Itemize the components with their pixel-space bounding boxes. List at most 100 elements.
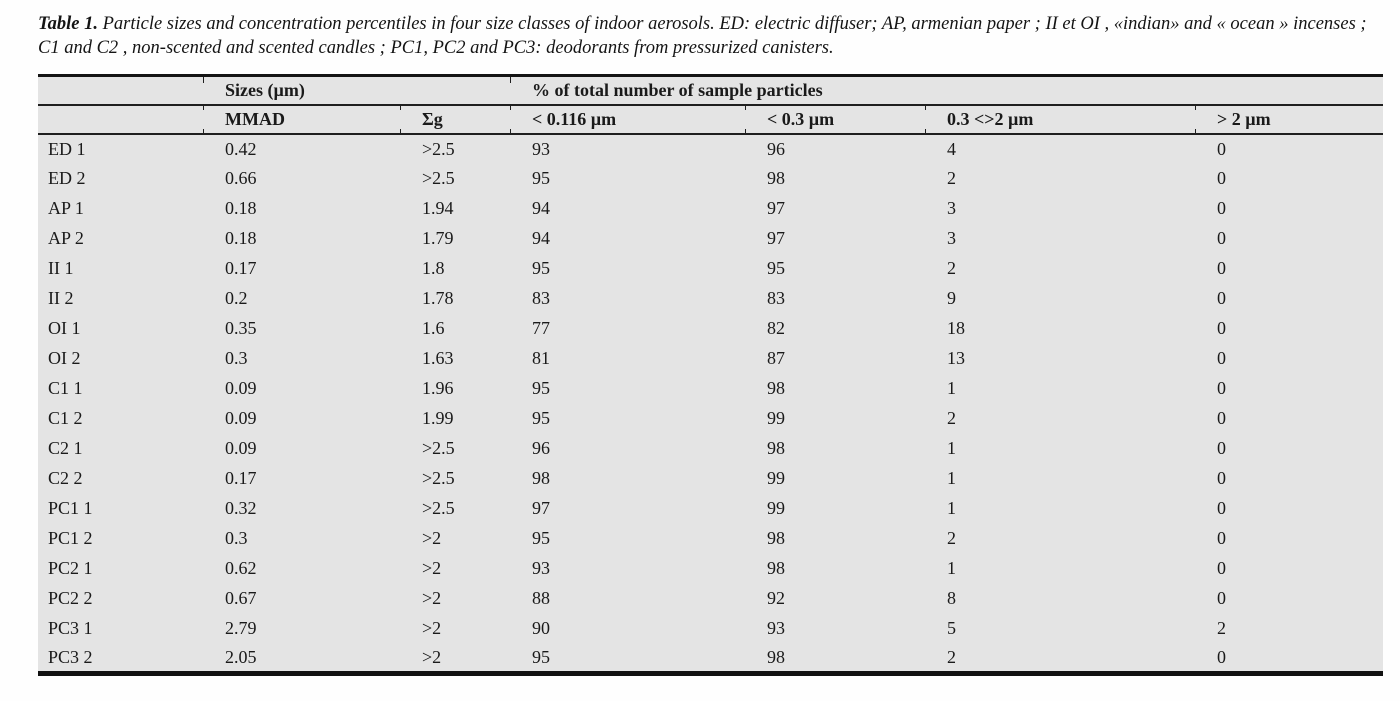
row-label: ED 1 (48, 138, 86, 159)
table-row: II 1 0.17 1.8 95 95 2 0 (38, 254, 1383, 284)
cell-mmad: 0.09 (225, 378, 257, 398)
row-label: OI 1 (48, 318, 81, 338)
table-row: C1 1 0.09 1.96 95 98 1 0 (38, 374, 1383, 404)
cell-gt-2um: 0 (1217, 438, 1227, 458)
column-header-lt-0116um: < 0.116 µm (510, 104, 746, 135)
cell-lt-0116um: 95 (532, 528, 551, 548)
row-label: II 1 (48, 258, 74, 278)
table-caption: Table 1. Particle sizes and concentratio… (38, 12, 1390, 60)
cell-03-to-2um: 2 (947, 168, 957, 188)
cell-lt-0116um: 93 (532, 558, 551, 578)
cell-lt-0116um: 90 (532, 618, 551, 638)
cell-gt-2um: 0 (1217, 378, 1227, 398)
row-label: PC1 2 (48, 528, 93, 548)
cell-mmad: 0.66 (225, 168, 257, 188)
cell-lt-0116um: 95 (532, 168, 551, 188)
cell-gt-2um: 0 (1217, 558, 1227, 578)
cell-03-to-2um: 1 (947, 438, 957, 458)
cell-gt-2um: 2 (1217, 618, 1227, 638)
row-label: PC3 2 (48, 646, 93, 667)
cell-lt-0116um: 97 (532, 498, 551, 518)
cell-03-to-2um: 4 (947, 138, 957, 159)
cell-mmad: 0.32 (225, 498, 257, 518)
data-table: Sizes (µm) % of total number of sample p… (38, 74, 1384, 676)
row-label: C2 1 (48, 438, 83, 458)
cell-gt-2um: 0 (1217, 528, 1227, 548)
cell-lt-0116um: 94 (532, 198, 551, 218)
row-label: AP 2 (48, 228, 84, 248)
cell-sigma-g: 1.96 (422, 378, 454, 398)
cell-sigma-g: >2.5 (422, 138, 455, 159)
column-header-mmad: MMAD (203, 104, 400, 135)
cell-lt-03um: 93 (767, 618, 786, 638)
table-caption-text: Particle sizes and concentration percent… (38, 14, 1367, 58)
row-label: PC1 1 (48, 498, 93, 518)
cell-sigma-g: 1.6 (422, 318, 445, 338)
cell-mmad: 0.42 (225, 138, 257, 159)
cell-03-to-2um: 1 (947, 468, 957, 488)
page: Table 1. Particle sizes and concentratio… (38, 12, 1390, 676)
group-header-sizes: Sizes (µm) (203, 75, 511, 106)
cell-gt-2um: 0 (1217, 288, 1227, 308)
row-label: ED 2 (48, 168, 86, 188)
cell-lt-03um: 95 (767, 258, 786, 278)
table-row: OI 1 0.35 1.6 77 82 18 0 (38, 314, 1383, 344)
table-row: OI 2 0.3 1.63 81 87 13 0 (38, 344, 1383, 374)
cell-lt-0116um: 81 (532, 348, 551, 368)
table-row: AP 1 0.18 1.94 94 97 3 0 (38, 194, 1383, 224)
cell-lt-03um: 92 (767, 588, 786, 608)
cell-lt-0116um: 98 (532, 468, 551, 488)
column-header-sigma-g: Σg (400, 104, 511, 135)
cell-lt-0116um: 93 (532, 138, 551, 159)
cell-lt-0116um: 77 (532, 318, 551, 338)
table-row: PC2 2 0.67 >2 88 92 8 0 (38, 584, 1383, 614)
cell-03-to-2um: 2 (947, 258, 957, 278)
cell-lt-03um: 99 (767, 498, 786, 518)
cell-sigma-g: >2 (422, 528, 442, 548)
cell-lt-03um: 97 (767, 198, 786, 218)
row-label: OI 2 (48, 348, 81, 368)
cell-lt-0116um: 95 (532, 378, 551, 398)
table-row: PC1 2 0.3 >2 95 98 2 0 (38, 524, 1383, 554)
cell-sigma-g: >2 (422, 646, 442, 667)
cell-gt-2um: 0 (1217, 588, 1227, 608)
row-label: PC2 2 (48, 588, 93, 608)
cell-03-to-2um: 9 (947, 288, 957, 308)
group-header-percent: % of total number of sample particles (510, 75, 1384, 106)
cell-gt-2um: 0 (1217, 258, 1227, 278)
cell-mmad: 0.17 (225, 258, 257, 278)
column-header-03-to-2um: 0.3 <>2 µm (925, 104, 1196, 135)
cell-03-to-2um: 3 (947, 198, 957, 218)
cell-03-to-2um: 1 (947, 558, 957, 578)
cell-03-to-2um: 2 (947, 408, 957, 428)
table-header: Sizes (µm) % of total number of sample p… (38, 75, 1384, 135)
table-row: ED 1 0.42 >2.5 93 96 4 0 (38, 134, 1383, 164)
cell-gt-2um: 0 (1217, 318, 1227, 338)
row-label: C2 2 (48, 468, 83, 488)
cell-mmad: 0.3 (225, 528, 248, 548)
cell-lt-03um: 98 (767, 378, 786, 398)
cell-03-to-2um: 13 (947, 348, 966, 368)
cell-mmad: 0.18 (225, 198, 257, 218)
table-row: PC2 1 0.62 >2 93 98 1 0 (38, 554, 1383, 584)
cell-mmad: 2.79 (225, 618, 257, 638)
cell-mmad: 0.17 (225, 468, 257, 488)
cell-sigma-g: 1.78 (422, 288, 454, 308)
cell-lt-03um: 98 (767, 438, 786, 458)
group-header-empty (38, 75, 203, 106)
cell-lt-03um: 82 (767, 318, 786, 338)
row-label: AP 1 (48, 198, 84, 218)
cell-mmad: 0.09 (225, 438, 257, 458)
cell-lt-0116um: 95 (532, 408, 551, 428)
cell-gt-2um: 0 (1217, 228, 1227, 248)
cell-sigma-g: >2 (422, 558, 442, 578)
cell-03-to-2um: 5 (947, 618, 957, 638)
cell-gt-2um: 0 (1217, 198, 1227, 218)
cell-sigma-g: >2.5 (422, 168, 455, 188)
cell-03-to-2um: 18 (947, 318, 966, 338)
group-header-row: Sizes (µm) % of total number of sample p… (38, 75, 1384, 106)
cell-mmad: 0.35 (225, 318, 257, 338)
row-label: PC3 1 (48, 618, 93, 638)
cell-gt-2um: 0 (1217, 168, 1227, 188)
cell-lt-03um: 98 (767, 646, 786, 667)
